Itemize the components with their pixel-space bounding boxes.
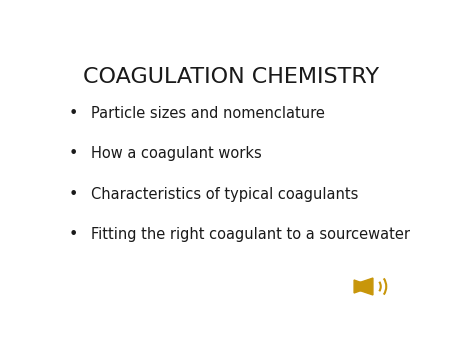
Text: Particle sizes and nomenclature: Particle sizes and nomenclature xyxy=(91,106,325,121)
Text: •: • xyxy=(69,227,78,242)
Polygon shape xyxy=(360,278,373,295)
Text: •: • xyxy=(69,146,78,161)
Text: •: • xyxy=(69,187,78,201)
Text: •: • xyxy=(69,106,78,121)
Text: How a coagulant works: How a coagulant works xyxy=(91,146,262,161)
Text: Fitting the right coagulant to a sourcewater: Fitting the right coagulant to a sourcew… xyxy=(91,227,410,242)
Polygon shape xyxy=(354,280,360,293)
Text: Characteristics of typical coagulants: Characteristics of typical coagulants xyxy=(91,187,359,201)
Text: COAGULATION CHEMISTRY: COAGULATION CHEMISTRY xyxy=(82,67,379,87)
